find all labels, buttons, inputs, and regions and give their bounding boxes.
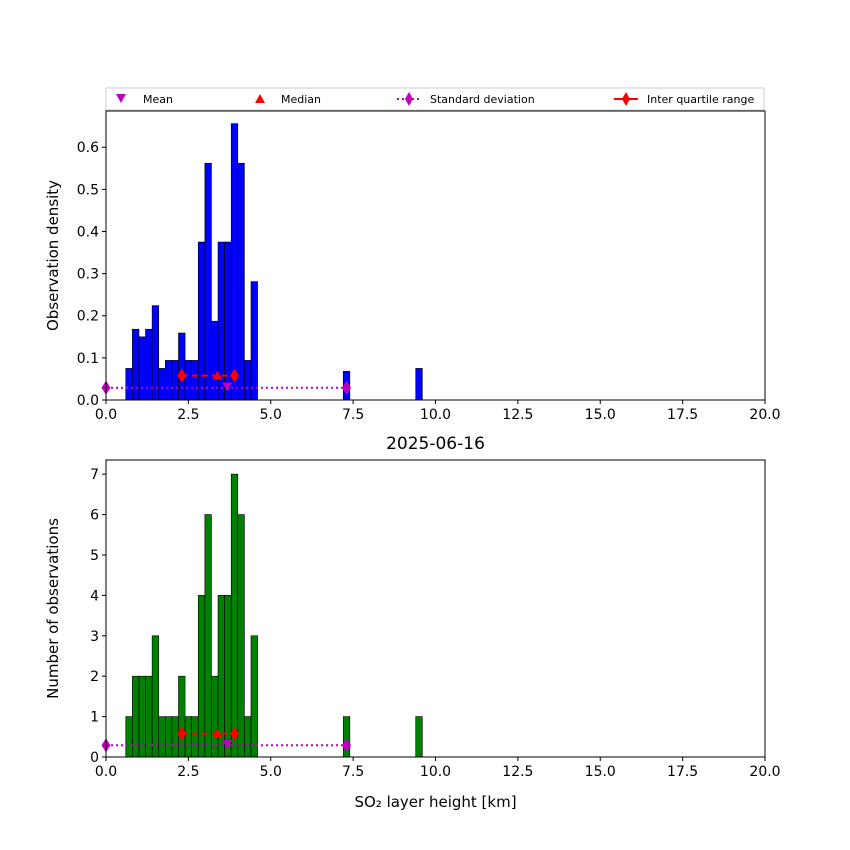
x-tick-label: 0.0 — [95, 407, 117, 423]
y-tick-label: 0.6 — [77, 140, 99, 156]
y-tick-label: 7 — [90, 467, 99, 483]
median-marker — [212, 370, 223, 380]
histogram-bar — [171, 360, 179, 401]
legend-item-iqr: Inter quartile range — [614, 92, 754, 106]
x-tick-label: 12.5 — [502, 764, 533, 780]
histogram-bar — [171, 716, 179, 758]
histogram-bar — [125, 368, 133, 401]
x-tick-label: 17.5 — [667, 764, 698, 780]
y-axis-label: Number of observations — [44, 518, 62, 699]
legend-item-mean: Mean — [116, 93, 173, 106]
y-tick-label: 1 — [90, 710, 99, 726]
histogram-bar — [191, 716, 199, 758]
y-tick-label: 3 — [90, 629, 99, 645]
histogram-bar — [165, 360, 173, 401]
x-axis-ticks: 0.0 2.5 5.0 7.5 10.0 12.5 15.0 17.5 20.0 — [95, 400, 781, 423]
histogram-bar — [138, 336, 146, 401]
iqr-diamond-icon — [622, 92, 630, 106]
chart-title: 2025-06-16 — [386, 434, 485, 454]
legend-item-median: Median — [255, 93, 321, 106]
histogram-bar — [158, 368, 166, 401]
histogram-bar — [237, 514, 245, 758]
x-tick-label: 15.0 — [585, 764, 616, 780]
iqr-marker — [177, 726, 187, 741]
histogram-bar — [145, 328, 153, 401]
count-histogram: 2025-06-16 0.0 2.5 5.0 7.5 10.0 12.5 15.0 17.5 2… — [44, 434, 781, 811]
x-axis-label: SO₂ layer height [km] — [354, 793, 516, 811]
histogram-bar — [191, 360, 199, 401]
x-tick-label: 2.5 — [177, 764, 199, 780]
histogram-bar — [184, 716, 192, 758]
y-tick-label: 5 — [90, 548, 99, 564]
y-tick-label: 0.4 — [77, 224, 99, 240]
x-tick-label: 5.0 — [260, 764, 282, 780]
median-marker — [212, 728, 223, 738]
x-tick-label: 5.0 — [260, 407, 282, 423]
iqr-marker — [230, 368, 240, 383]
legend-frame — [105, 87, 765, 111]
iqr-marker — [230, 726, 240, 741]
y-axis-ticks: 0 1 2 3 4 5 6 7 — [90, 467, 106, 766]
x-tick-label: 10.0 — [420, 407, 451, 423]
x-tick-label: 0.0 — [95, 764, 117, 780]
histogram-bar — [250, 281, 258, 401]
x-tick-label: 7.5 — [342, 764, 364, 780]
y-tick-label: 0.3 — [77, 267, 99, 283]
y-tick-label: 2 — [90, 669, 99, 685]
x-axis-ticks: 0.0 2.5 5.0 7.5 10.0 12.5 15.0 17.5 20.0 — [95, 757, 781, 780]
density-stats — [101, 368, 352, 395]
y-axis-label: Observation density — [44, 180, 62, 331]
histogram-bar — [151, 305, 160, 401]
y-tick-label: 0.0 — [77, 393, 99, 409]
mean-marker-icon — [116, 94, 126, 103]
histogram-bar — [244, 716, 252, 758]
x-tick-label: 15.0 — [585, 407, 616, 423]
y-tick-label: 0 — [90, 750, 99, 766]
mean-marker — [222, 740, 233, 750]
y-tick-label: 0.1 — [77, 351, 99, 367]
x-tick-label: 20.0 — [749, 407, 780, 423]
y-axis-ticks: 0.0 0.1 0.2 0.3 0.4 0.5 0.6 — [77, 140, 106, 409]
histogram-bar — [230, 473, 239, 758]
x-tick-label: 12.5 — [502, 407, 533, 423]
histogram-bar — [178, 332, 186, 401]
legend-label-mean: Mean — [143, 93, 173, 106]
std-diamond-icon — [405, 92, 413, 106]
histogram-bar — [132, 328, 140, 401]
histogram-bar — [237, 162, 245, 401]
x-tick-label: 7.5 — [342, 407, 364, 423]
x-tick-label: 2.5 — [177, 407, 199, 423]
histogram-bar — [244, 360, 252, 401]
legend-label-std: Standard deviation — [430, 93, 535, 106]
histogram-bar — [184, 360, 192, 401]
legend-label-median: Median — [281, 93, 321, 106]
histogram-bar — [204, 162, 212, 401]
y-tick-label: 6 — [90, 508, 99, 524]
histogram-bar — [158, 716, 166, 758]
histogram-bar — [165, 716, 173, 758]
std-marker — [342, 380, 352, 395]
histogram-bar — [151, 635, 160, 758]
histogram-bar — [415, 716, 423, 758]
x-tick-label: 10.0 — [420, 764, 451, 780]
histogram-bar — [125, 716, 133, 758]
x-tick-label: 20.0 — [749, 764, 780, 780]
y-tick-label: 0.5 — [77, 182, 99, 198]
mean-marker — [222, 382, 233, 392]
histogram-bar — [230, 123, 239, 401]
legend-item-std: Standard deviation — [397, 92, 535, 106]
x-tick-label: 17.5 — [667, 407, 698, 423]
median-marker-icon — [255, 94, 265, 103]
density-histogram: 0.0 2.5 5.0 7.5 10.0 12.5 15.0 17.5 20.0 0.00.10… — [44, 110, 781, 423]
histogram-bar — [204, 514, 212, 758]
histogram-bar — [415, 368, 423, 401]
y-tick-label: 4 — [90, 588, 99, 604]
histogram-bar — [250, 635, 258, 758]
y-tick-label: 0.2 — [77, 309, 99, 325]
legend-label-iqr: Inter quartile range — [647, 93, 754, 106]
legend: Mean Median Standard deviation Inter qua… — [105, 87, 765, 111]
std-marker — [342, 738, 352, 753]
iqr-marker — [177, 368, 187, 383]
